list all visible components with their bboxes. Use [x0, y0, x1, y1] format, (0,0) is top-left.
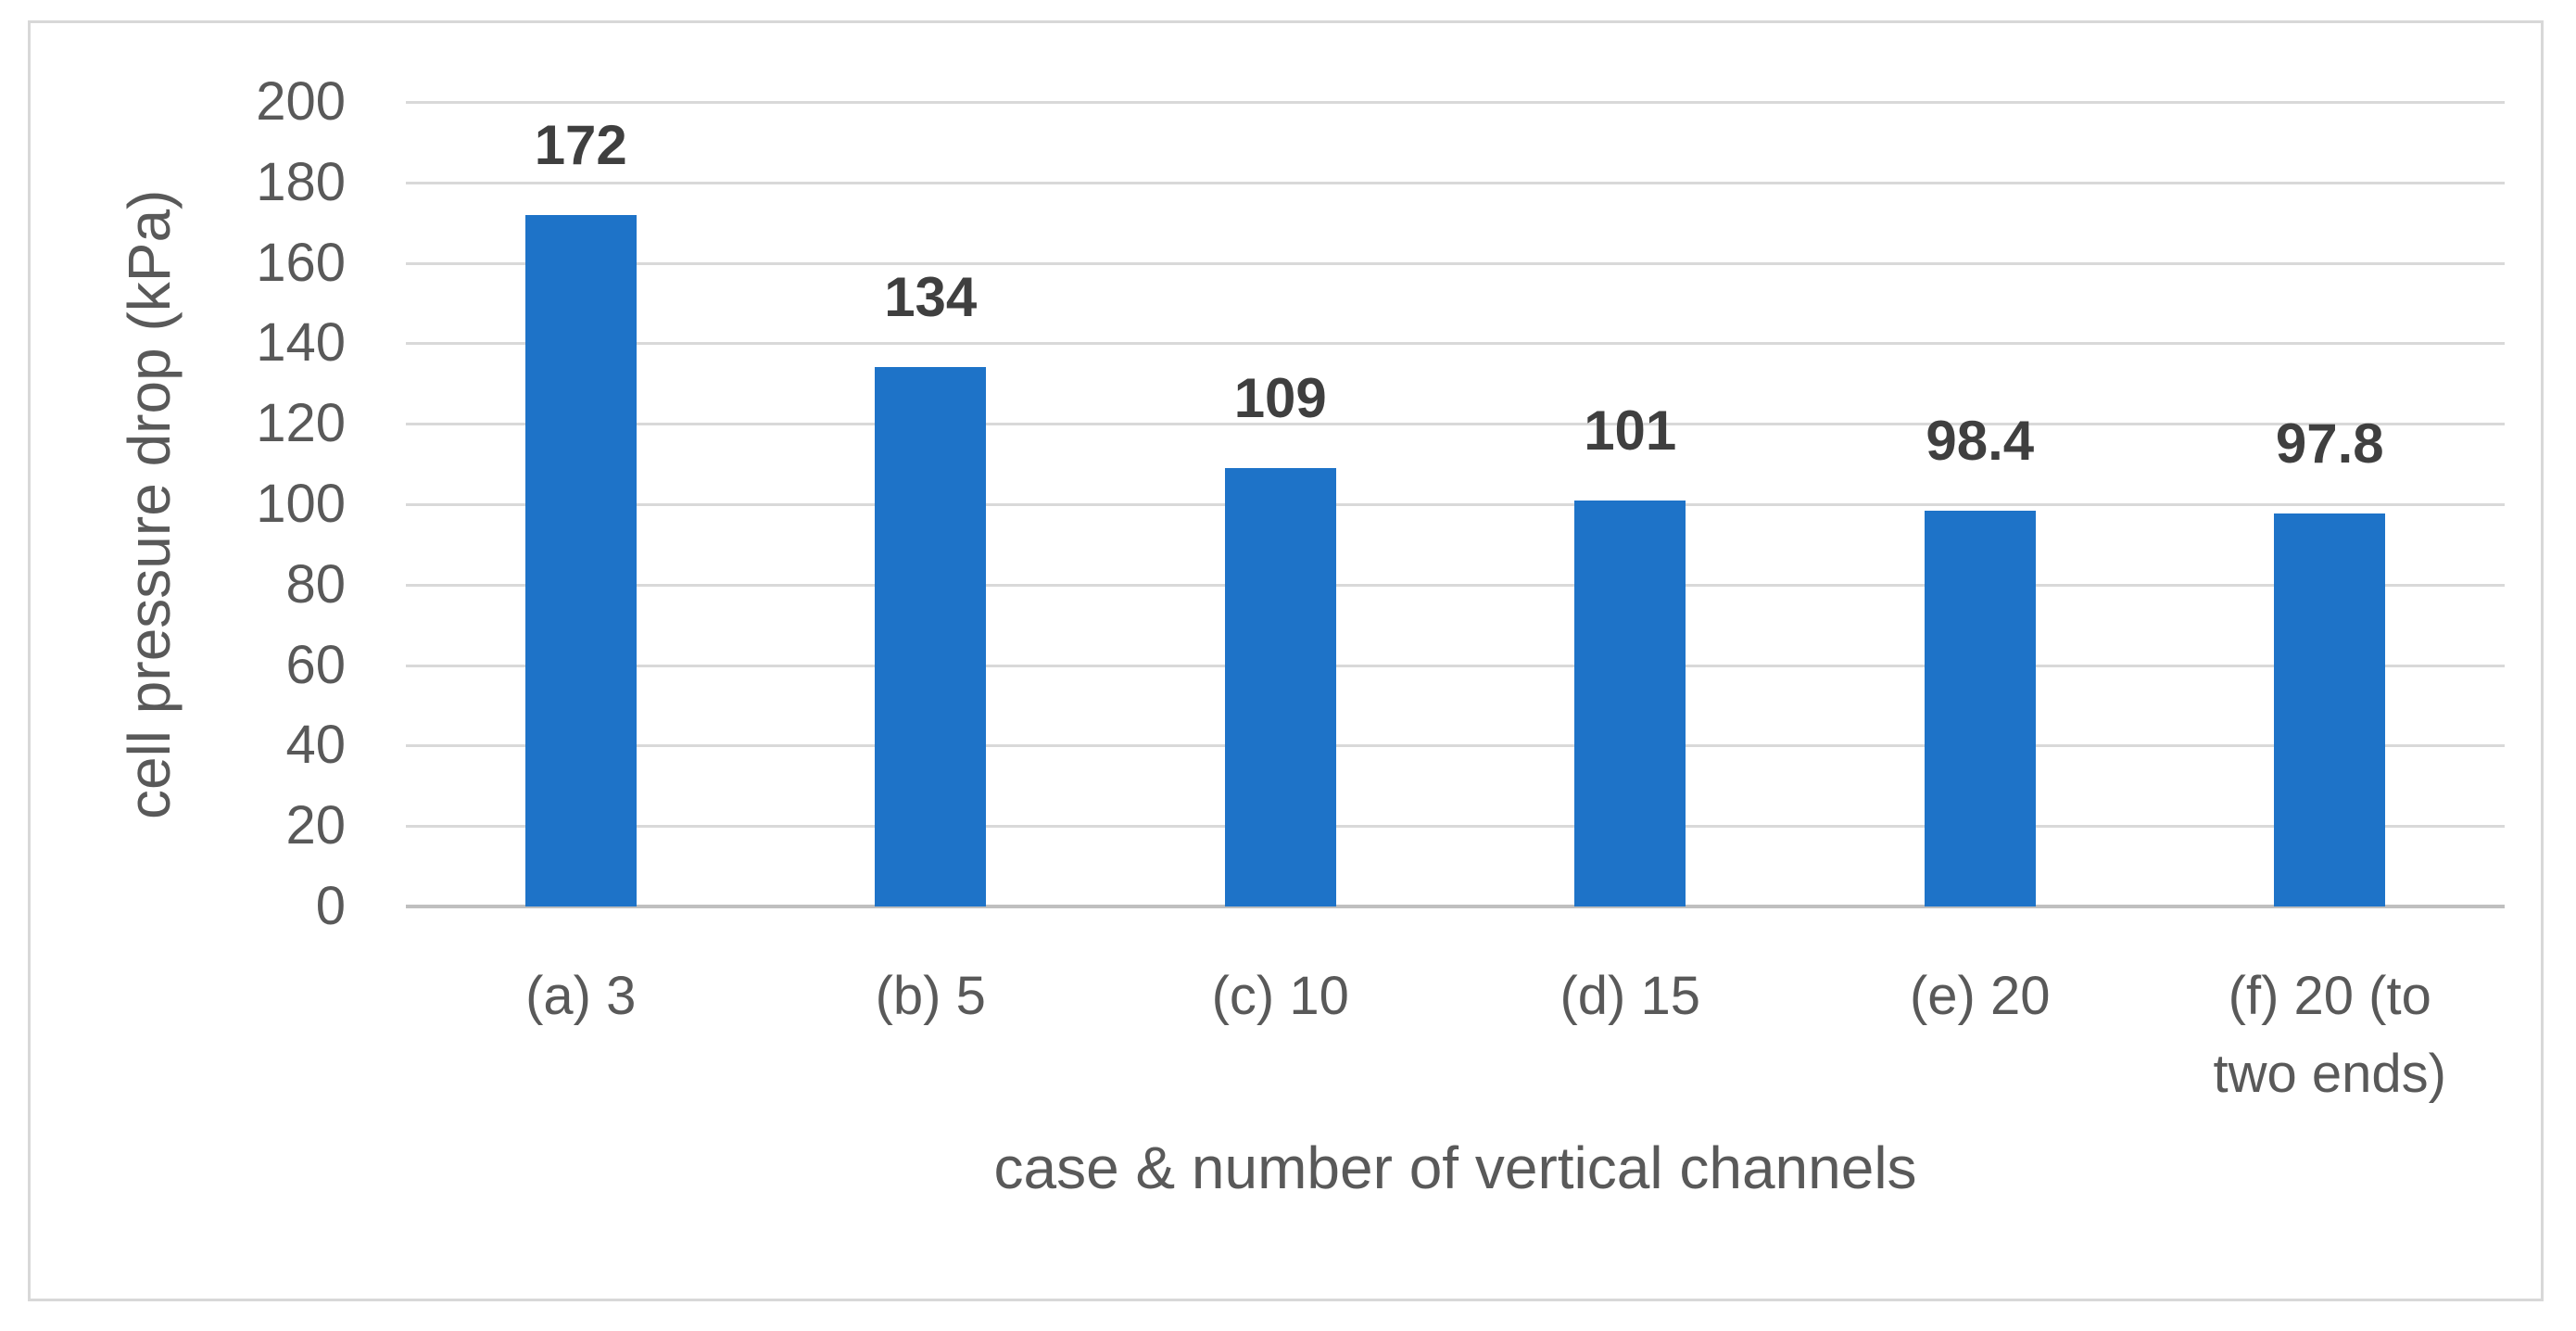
gridline-200 [406, 101, 2505, 104]
x-tick-label-3: (c) 10 [1211, 966, 1349, 1026]
data-label-98.4: 98.4 [1926, 409, 2035, 472]
bar-slot-1: 172 [406, 102, 756, 906]
gridline-60 [406, 664, 2505, 667]
bar-(a) 3 [524, 214, 637, 906]
bar-slot-2: 134 [756, 102, 1106, 906]
y-tick-label-60: 60 [285, 634, 346, 695]
plot-area: 172 134 109 101 98.4 97.8 [406, 101, 2506, 908]
y-tick-label-180: 180 [256, 151, 346, 212]
x-axis-title: case & number of vertical channels [993, 1135, 1917, 1201]
data-label-134: 134 [884, 266, 978, 329]
bar-(f) 20 (to two ends) [2274, 513, 2386, 906]
x-tick-label-6: (f) 20 (to two ends) [2213, 966, 2446, 1105]
gridline-100 [406, 503, 2505, 506]
y-tick-label-200: 200 [256, 71, 346, 132]
data-label-109: 109 [1233, 366, 1327, 429]
data-label-101: 101 [1584, 399, 1677, 462]
chart-frame: cell pressure drop (kPa) 0 20 40 60 80 100 120… [28, 20, 2544, 1301]
y-tick-label-160: 160 [256, 232, 346, 293]
data-label-172: 172 [534, 113, 627, 176]
gridline-160 [406, 261, 2505, 265]
gridline-40 [406, 744, 2505, 748]
gridline-120 [406, 423, 2505, 426]
y-tick-label-100: 100 [256, 474, 346, 534]
bar-(e) 20 [1924, 510, 2036, 906]
y-tick-label-0: 0 [315, 876, 346, 936]
gridline-20 [406, 825, 2505, 829]
y-tick-label-140: 140 [256, 312, 346, 374]
x-tick-label-4: (d) 15 [1559, 966, 1700, 1026]
x-tick-label-2: (b) 5 [875, 966, 986, 1026]
bar-(d) 15 [1574, 500, 1686, 906]
y-tick-label-120: 120 [256, 393, 346, 454]
bar-slot-5: 98.4 [1805, 102, 2155, 906]
bar-slot-3: 109 [1105, 102, 1456, 906]
y-tick-label-20: 20 [285, 795, 346, 856]
gridline-140 [406, 342, 2505, 346]
data-label-97.8: 97.8 [2275, 412, 2384, 475]
gridline-80 [406, 583, 2505, 587]
bar-(b) 5 [875, 367, 987, 906]
bar-slot-4: 101 [1456, 102, 1806, 906]
x-tick-label-1: (a) 3 [525, 966, 637, 1026]
y-tick-label-80: 80 [285, 553, 346, 615]
x-tick-label-5: (e) 20 [1909, 966, 2051, 1026]
bar-(c) 10 [1224, 467, 1336, 906]
y-tick-label-40: 40 [285, 715, 346, 776]
bar-slot-6: 97.8 [2155, 102, 2506, 906]
x-axis-line [406, 905, 2505, 908]
gridline-180 [406, 181, 2505, 184]
